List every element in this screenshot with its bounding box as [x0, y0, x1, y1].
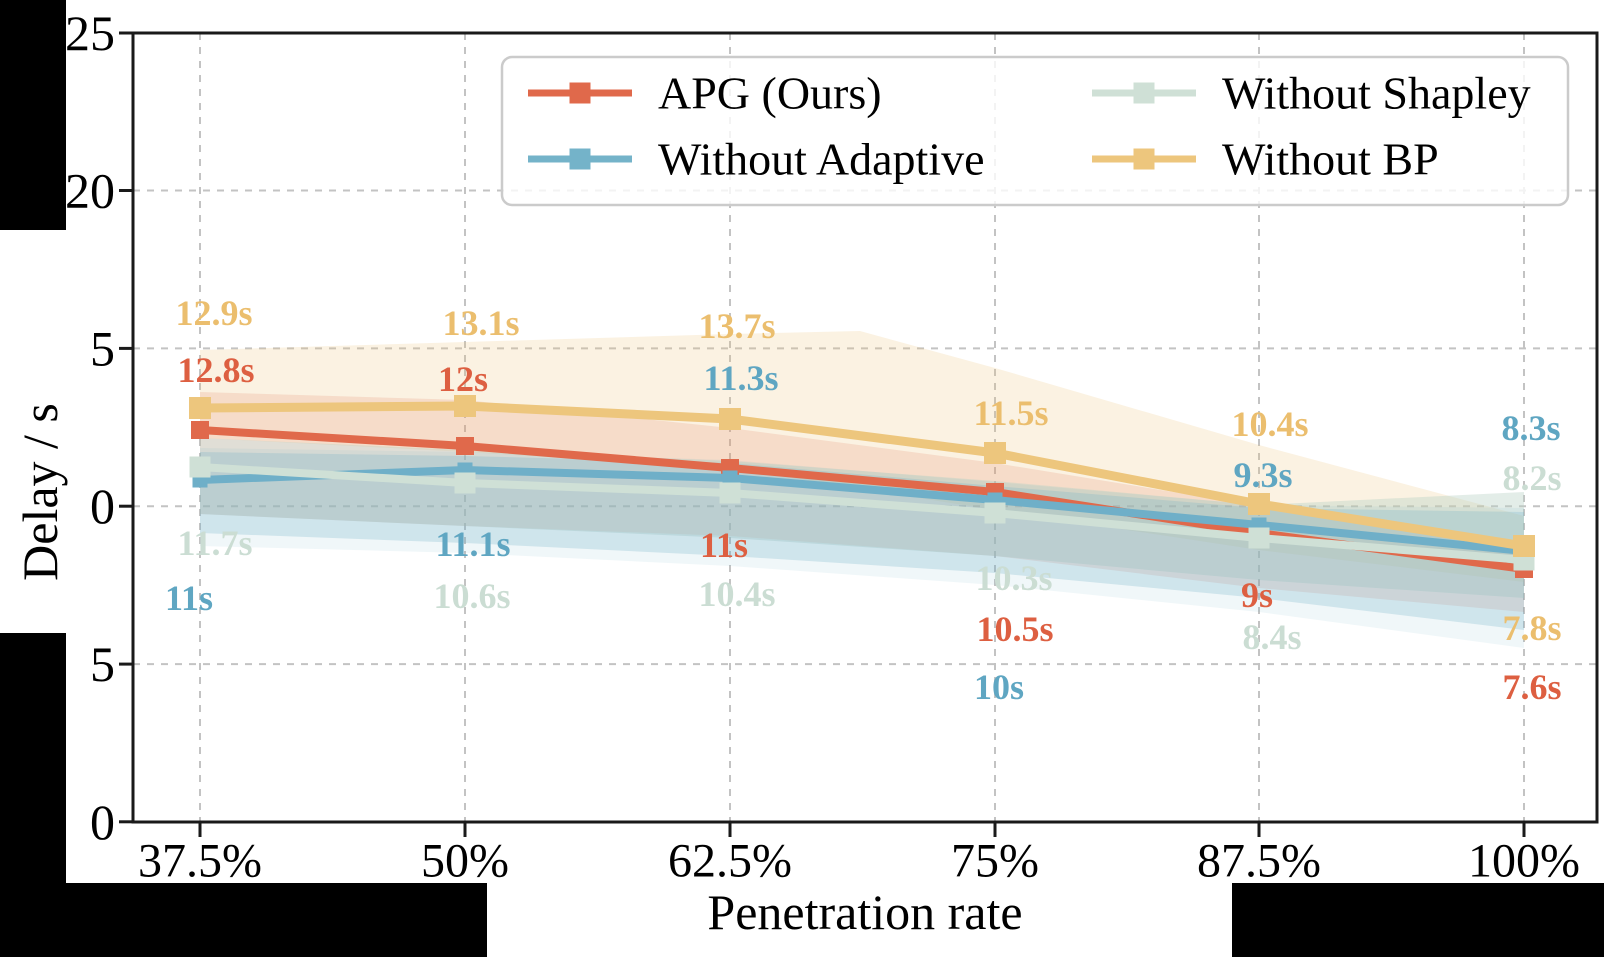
line-without-bp: [199, 401, 1525, 551]
axes: 25 20 5 0 5 0 37.5% 50% 62.5% 75% 87.5% 100% Penetra…: [12, 5, 1599, 940]
point-label: 7.8s: [1502, 608, 1561, 648]
marker-without-adaptive: [722, 470, 738, 486]
point-label: 10.3s: [975, 558, 1052, 598]
y-tick-label: 25: [65, 5, 115, 61]
series-without-bp: [189, 395, 1535, 557]
line-without-shapley: [199, 463, 1525, 564]
point-label: 10.4s: [1231, 404, 1308, 444]
y-tick-label: 5: [90, 320, 115, 376]
x-tick-label: 37.5%: [138, 835, 262, 888]
legend-swatch-marker: [1133, 148, 1155, 170]
confidence-band-without-shapley: [200, 438, 1524, 598]
point-label: 10s: [974, 667, 1024, 707]
redaction-box: [0, 633, 66, 883]
legend-label: Without Shapley: [1222, 68, 1531, 119]
marker-without-bp: [1513, 535, 1535, 557]
x-axis-label: Penetration rate: [707, 884, 1022, 940]
marker-without-shapley: [719, 482, 741, 504]
legend-swatch-marker: [569, 148, 591, 170]
redaction-box: [1232, 883, 1604, 957]
point-label: 8.4s: [1242, 617, 1301, 657]
point-label: 11.7s: [177, 523, 252, 563]
series-without-shapley: [189, 456, 1535, 571]
marker-without-bp: [454, 395, 476, 417]
marker-without-bp: [189, 397, 211, 419]
x-tick-label: 100%: [1468, 835, 1580, 888]
x-tick-label: 62.5%: [668, 835, 792, 888]
y-tick-label: 0: [90, 794, 115, 850]
legend-swatch-marker: [569, 82, 591, 104]
x-tick-label: 50%: [421, 835, 509, 888]
marker-without-shapley: [454, 472, 476, 494]
marker-without-shapley: [984, 502, 1006, 524]
y-tick-label: 5: [90, 636, 115, 692]
point-label: 9.3s: [1233, 455, 1292, 495]
legend-item-apg-ours-: APG (Ours): [528, 68, 882, 119]
y-tick-label: 0: [90, 478, 115, 534]
series-lines: [189, 395, 1535, 578]
point-label: 10.6s: [433, 576, 510, 616]
point-label: 11s: [700, 525, 748, 565]
redaction-box: [0, 883, 487, 957]
line-without-adaptive: [199, 465, 1525, 555]
point-label: 12.8s: [177, 350, 254, 390]
marker-without-bp: [719, 408, 741, 430]
legend: APG (Ours) Without Adaptive Without Shaple…: [500, 55, 1570, 207]
point-label: 9s: [1241, 575, 1273, 615]
confidence-band-without-adaptive: [200, 448, 1524, 648]
point-label: 13.7s: [698, 306, 775, 346]
point-label: 12.9s: [175, 293, 252, 333]
legend-label: Without Adaptive: [658, 134, 985, 185]
point-label: 8.3s: [1501, 408, 1560, 448]
confidence-band-without-adaptive: [200, 452, 1524, 630]
plot-border: [131, 31, 1599, 824]
point-label: 10.4s: [698, 574, 775, 614]
x-tick-label: 75%: [951, 835, 1039, 888]
point-label: 10.5s: [976, 609, 1053, 649]
marker-without-shapley: [1248, 527, 1270, 549]
point-label: 11.1s: [435, 524, 510, 564]
point-label: 8.2s: [1502, 458, 1561, 498]
legend-item-without-bp: Without BP: [1092, 134, 1439, 185]
y-tick-label: 20: [65, 163, 115, 219]
x-tick-label: 87.5%: [1197, 835, 1321, 888]
y-axis-label: Delay / s: [12, 403, 68, 581]
legend-box: [500, 55, 1570, 207]
marker-without-bp: [984, 442, 1006, 464]
legend-item-without-shapley: Without Shapley: [1092, 68, 1531, 119]
legend-label: Without BP: [1222, 134, 1439, 185]
point-label: 11.5s: [973, 393, 1048, 433]
marker-without-bp: [1248, 493, 1270, 515]
point-labels: 12.8s 12s 11s 10.5s 9s 7.6s 11s 11.1s 11.3s 10s 9.…: [165, 293, 1562, 707]
point-label: 12s: [438, 359, 488, 399]
point-label: 13.1s: [442, 303, 519, 343]
point-label: 11s: [165, 578, 213, 618]
legend-label: APG (Ours): [658, 68, 882, 119]
marker-apg-ours-: [456, 437, 474, 455]
point-label: 11.3s: [703, 358, 778, 398]
legend-item-without-adaptive: Without Adaptive: [528, 134, 985, 185]
marker-apg-ours-: [191, 421, 209, 439]
point-label: 7.6s: [1502, 667, 1561, 707]
marker-without-shapley: [189, 456, 211, 478]
redaction-box: [0, 0, 66, 230]
legend-swatch-marker: [1133, 82, 1155, 104]
